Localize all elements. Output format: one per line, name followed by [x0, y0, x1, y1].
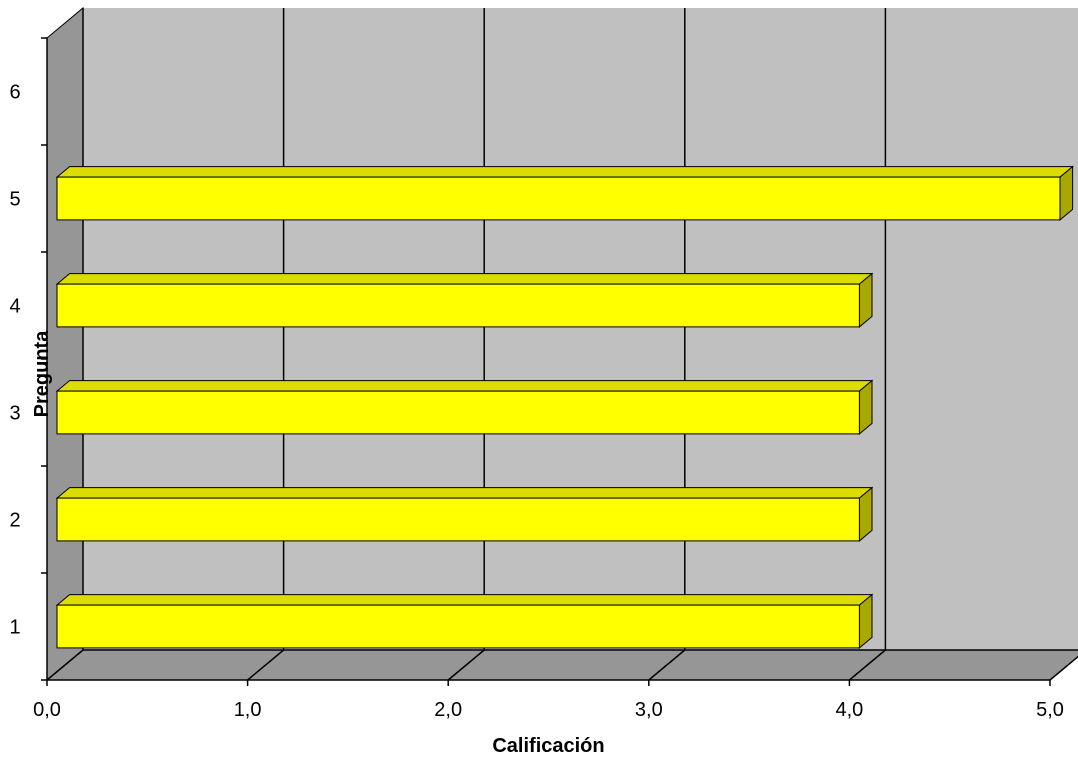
bar-top-face [55, 380, 874, 392]
bar-front-face [56, 390, 860, 435]
bar-3 [55, 379, 874, 435]
bar-top-face [55, 594, 874, 606]
y-tick-label: 5 [9, 189, 20, 211]
axes [41, 37, 1051, 686]
x-tick-label: 2,0 [434, 699, 462, 721]
x-tick-label: 3,0 [635, 699, 663, 721]
floor-gridline [1049, 655, 1078, 681]
bar-5 [55, 165, 1074, 221]
back-wall [83, 8, 1078, 650]
bar-1 [55, 593, 874, 649]
y-tick-label: 1 [9, 617, 20, 639]
floor-gridline [447, 649, 485, 681]
x-tick-label: 5,0 [1036, 699, 1064, 721]
bar-top-face [55, 166, 1074, 178]
y-tick-label: 2 [9, 510, 20, 532]
y-axis-title: Pregunta [31, 330, 53, 418]
y-tick-label: 4 [9, 296, 20, 318]
tick-labels: 0,0 1,0 2,0 3,0 4,0 5,0 1 2 3 4 5 6 [9, 82, 1063, 722]
bar-front-face [56, 497, 860, 542]
bar-top-face [55, 487, 874, 499]
x-tick-label: 4,0 [835, 699, 863, 721]
bar-4 [55, 272, 874, 328]
floor-gridline [46, 649, 84, 681]
bar-2 [55, 486, 874, 542]
floor-gridline [848, 649, 886, 681]
x-tick-label: 0,0 [33, 699, 61, 721]
bar-top-face [55, 273, 874, 285]
bar-front-face [56, 176, 1061, 221]
x-tick-label: 1,0 [234, 699, 262, 721]
chart-walls [46, 6, 1078, 682]
floor-gridline [648, 649, 686, 681]
floor-gridline [247, 649, 285, 681]
floor [47, 650, 1078, 680]
y-tick-label: 3 [9, 403, 20, 425]
x-axis-title: Calificación [492, 735, 604, 757]
gridlines [46, 8, 1078, 681]
bar-front-face [56, 604, 860, 649]
y-tick-label: 6 [9, 82, 20, 104]
bar-front-face [56, 283, 860, 328]
bars [55, 165, 1074, 649]
